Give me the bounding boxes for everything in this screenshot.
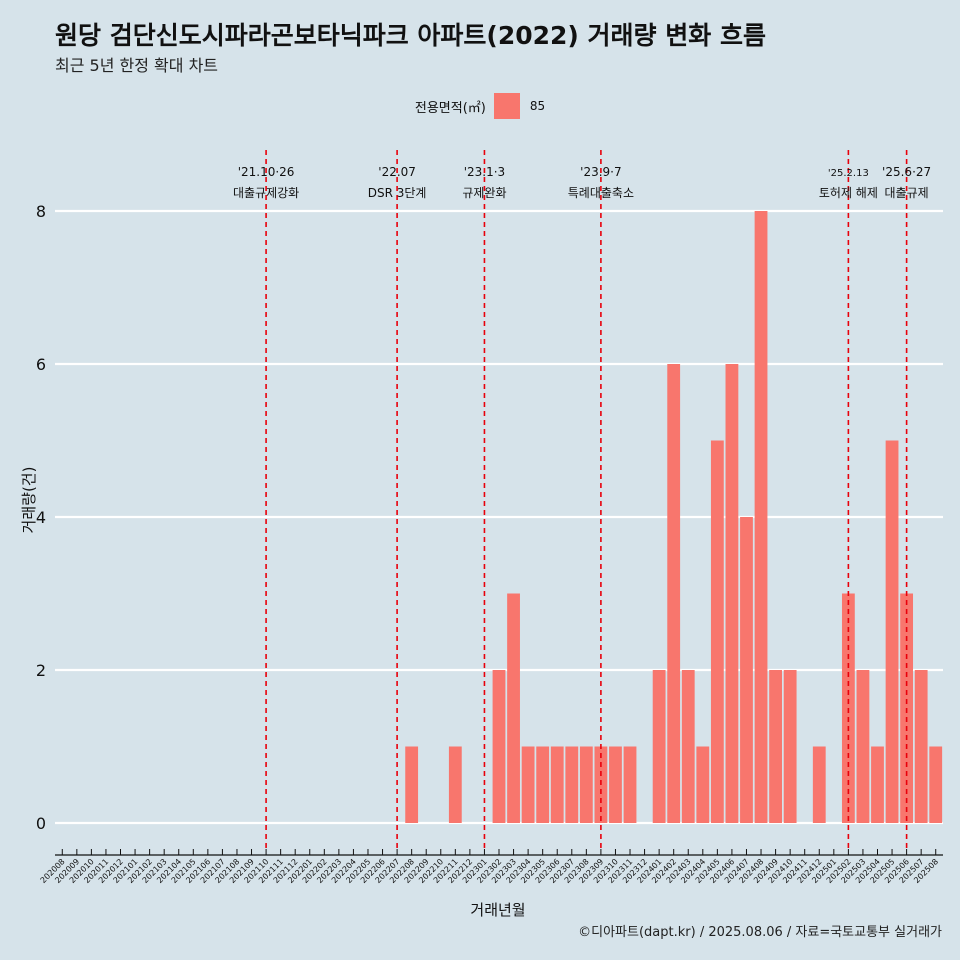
event-name-label: 대출규제: [885, 186, 929, 200]
y-tick-label: 2: [36, 661, 46, 680]
y-axis-title: 거래량(건): [20, 467, 38, 534]
bar: [405, 746, 419, 823]
bar: [710, 440, 724, 823]
event-date-label: '22.07: [378, 165, 416, 179]
bar: [507, 593, 520, 823]
bar: [914, 670, 928, 823]
bar: [696, 746, 710, 823]
y-tick-label: 8: [36, 202, 46, 221]
bar: [667, 364, 681, 823]
y-tick-label: 6: [36, 355, 46, 374]
bar: [536, 746, 550, 823]
chart-title: 원당 검단신도시파라곤보타닉파크 아파트(2022) 거래량 변화 흐름: [55, 21, 766, 50]
bar: [783, 670, 797, 823]
legend-label: 85: [529, 99, 546, 113]
bar: [565, 746, 579, 823]
bar: [652, 670, 666, 823]
bar: [725, 364, 739, 823]
bar: [448, 746, 462, 823]
y-tick-label: 4: [36, 508, 46, 527]
bar: [609, 746, 622, 823]
bar: [885, 440, 899, 823]
bar: [579, 746, 593, 823]
bar: [740, 517, 753, 823]
bar: [550, 746, 564, 823]
chart-subtitle: 최근 5년 한정 확대 차트: [55, 56, 219, 75]
bar: [871, 746, 884, 823]
event-name-label: 토허제 해제: [819, 186, 878, 200]
bar: [623, 746, 637, 823]
event-date-label: '23.1·3: [464, 165, 505, 179]
x-axis-title: 거래년월: [470, 901, 525, 919]
bar: [812, 746, 826, 823]
legend: 전용면적(㎡) 85: [0, 93, 960, 119]
legend-title: 전용면적(㎡): [414, 100, 486, 116]
event-name-label: 특례대출축소: [568, 186, 634, 200]
y-tick-label: 0: [36, 814, 46, 833]
bar: [769, 670, 782, 823]
event-date-label: '21.10·26: [238, 165, 295, 179]
source-caption: ©디아파트(dapt.kr) / 2025.08.06 / 자료=국토교통부 실…: [578, 925, 942, 940]
bar: [856, 670, 870, 823]
bar: [681, 670, 695, 823]
event-name-label: DSR 3단계: [368, 186, 427, 200]
bar: [492, 670, 506, 823]
event-date-label: '23.9·7: [580, 165, 621, 179]
bar: [521, 746, 535, 823]
event-name-label: 대출규제강화: [233, 186, 299, 200]
bar: [929, 746, 943, 823]
bar: [754, 211, 768, 823]
event-date-label: '25.6·27: [882, 165, 931, 179]
event-date-label: '25.2.13: [828, 168, 869, 179]
event-name-label: 규제완화: [462, 186, 506, 200]
legend-swatch: [493, 93, 520, 119]
